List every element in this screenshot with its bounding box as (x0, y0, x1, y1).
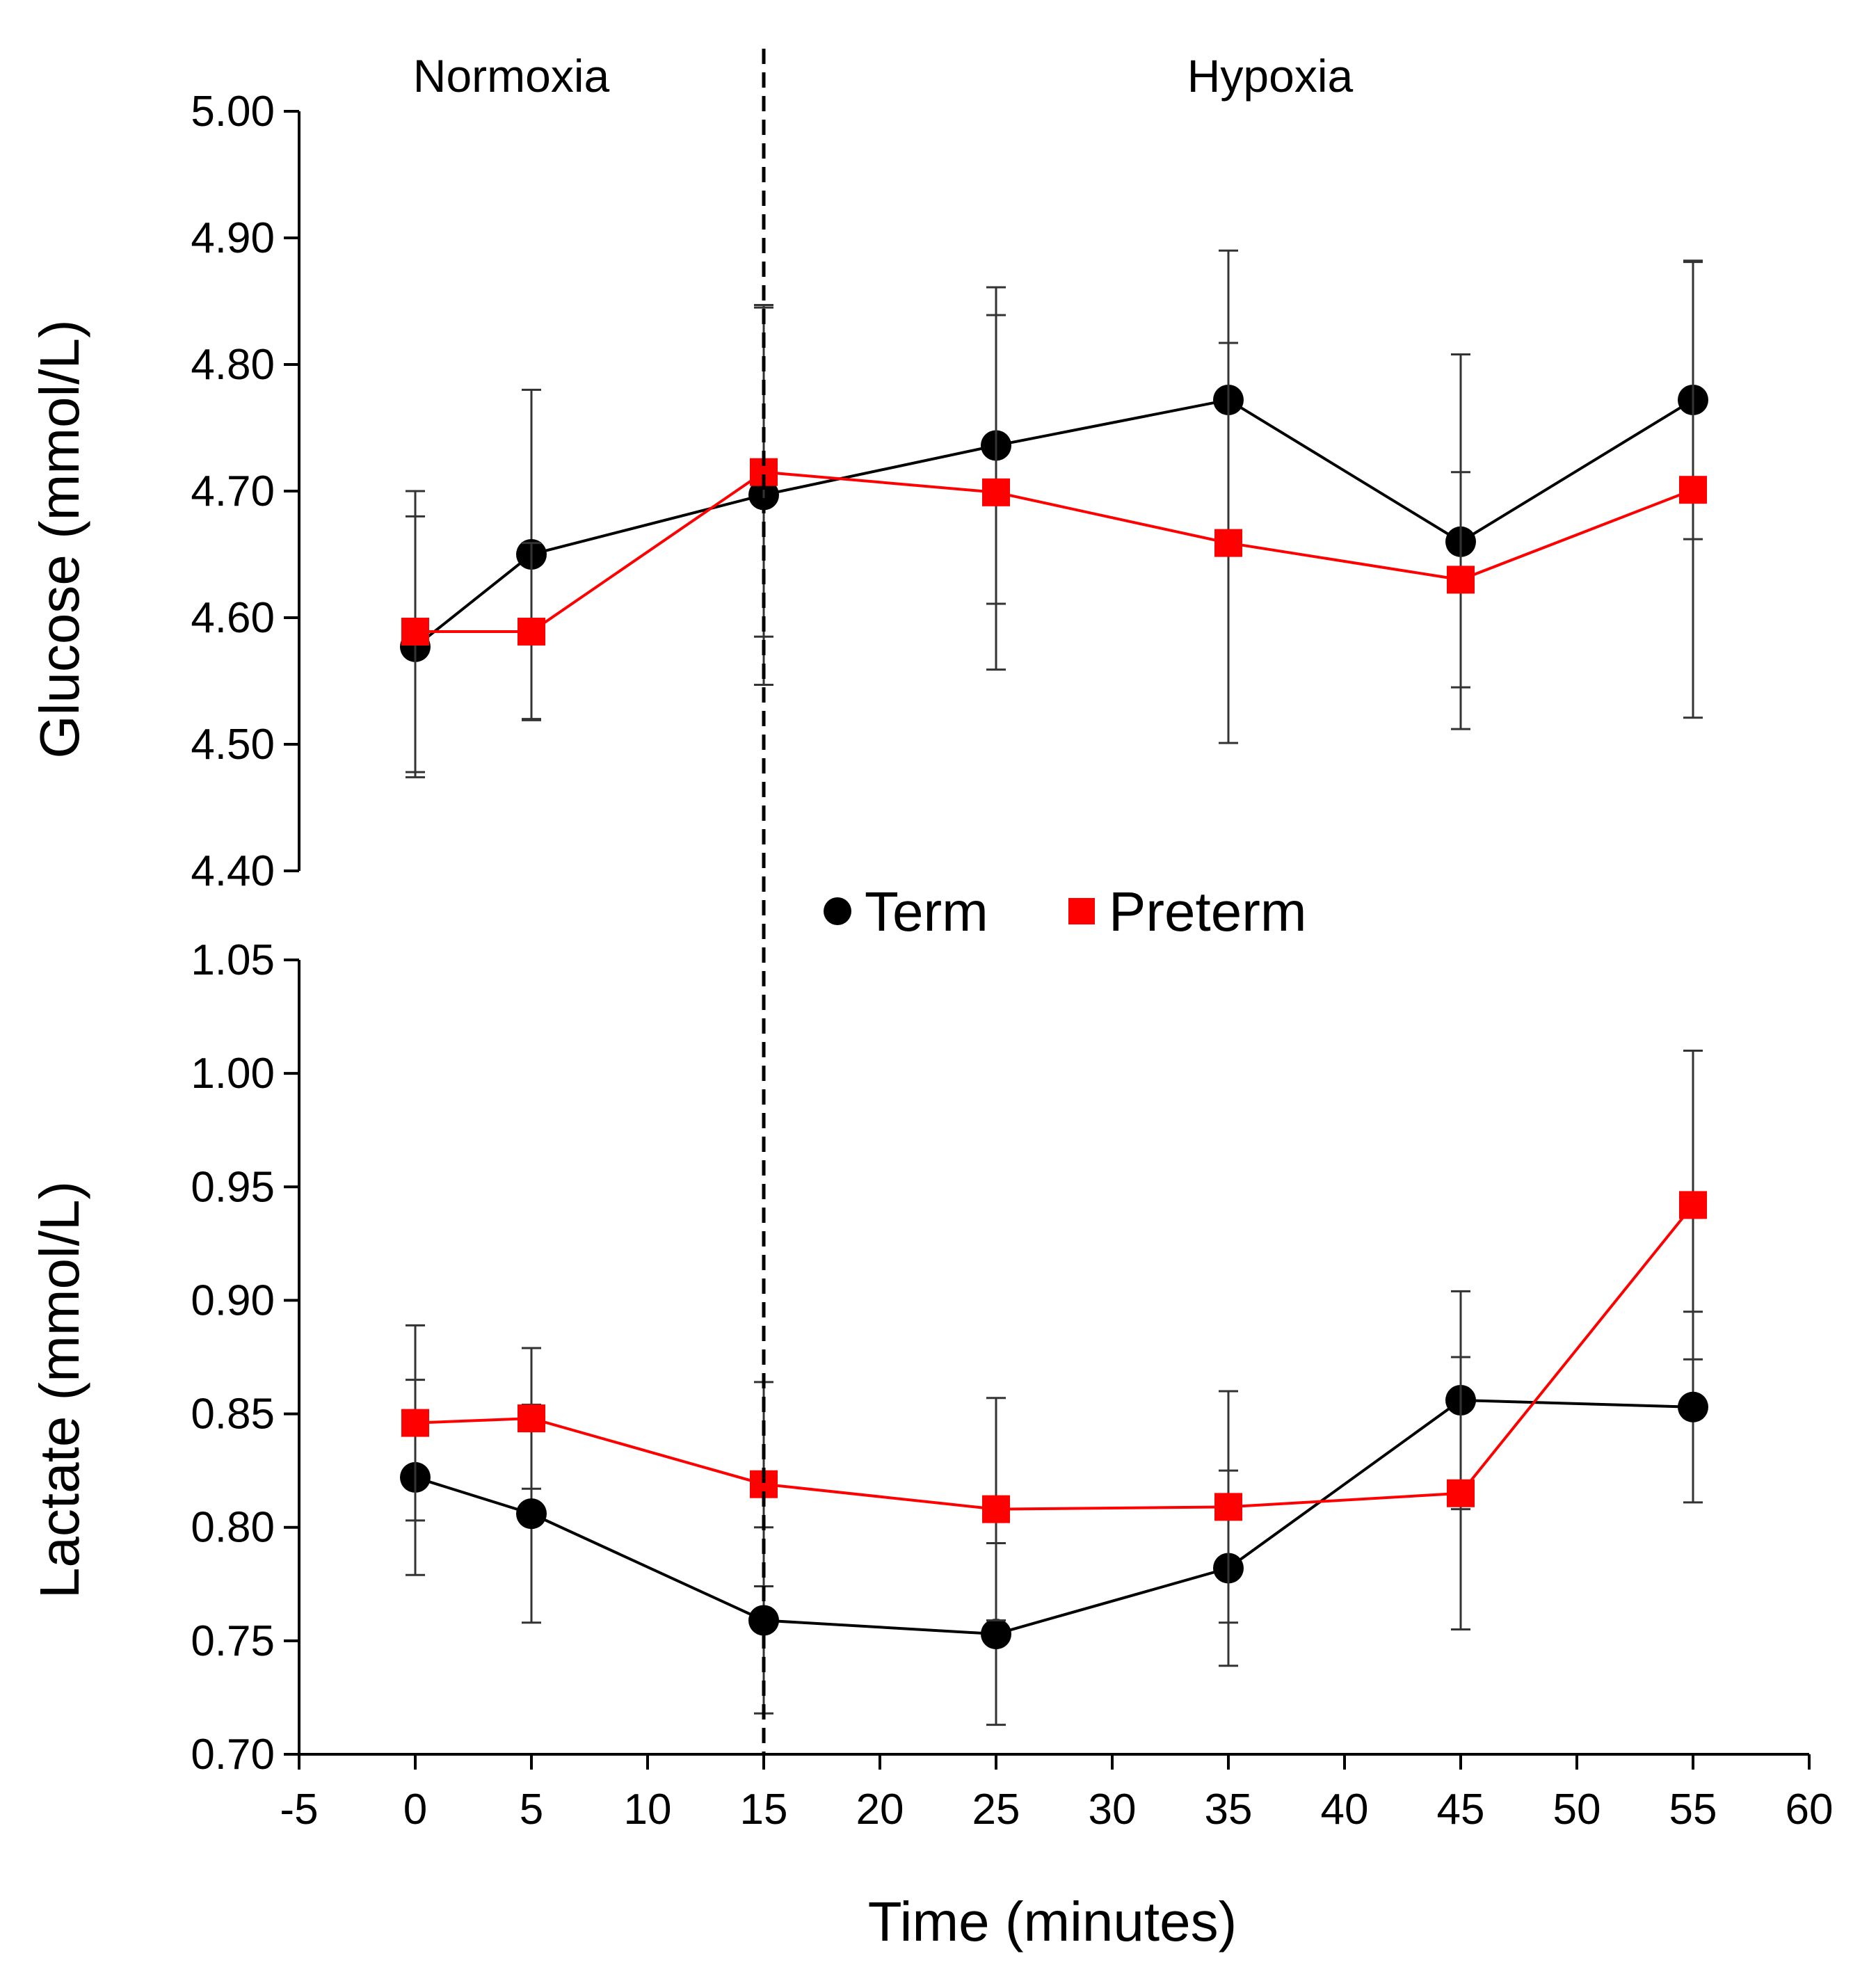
lactate-marks (400, 1050, 1708, 1726)
glucose-preterm-line (415, 470, 1694, 634)
glucose-term-line (414, 398, 1694, 648)
normoxia-label: Normoxia (413, 50, 610, 102)
lactate-y-tick-label: 0.70 (191, 1731, 275, 1779)
glucose-preterm-point (1679, 476, 1707, 504)
glucose-panel: 4.40 4.50 4.60 4.70 4.80 4.90 5.00 Glucose (mm… (29, 88, 1708, 895)
x-tick-label: 60 (1786, 1786, 1834, 1834)
lactate-preterm-point (1679, 1191, 1707, 1219)
x-tick-label: 45 (1437, 1786, 1485, 1834)
lactate-y-tick-label: 1.05 (191, 936, 275, 984)
x-tick-label: 15 (740, 1786, 788, 1834)
hypoxia-label: Hypoxia (1187, 50, 1354, 102)
lactate-preterm-point (1214, 1493, 1242, 1521)
legend-preterm-marker (1068, 898, 1095, 924)
legend-preterm-label: Preterm (1109, 881, 1307, 943)
x-tick-label: 5 (520, 1786, 543, 1834)
glucose-y-axis-title: Glucose (mmol/L) (29, 319, 90, 758)
lactate-y-tick-label: 0.80 (191, 1504, 275, 1552)
x-tick-label: 30 (1089, 1786, 1137, 1834)
lactate-axes: 0.70 0.75 0.80 0.85 0.90 0.95 1.00 1.05 -5 0 5 10 15… (191, 936, 1833, 1834)
glucose-preterm-point (982, 478, 1010, 506)
x-tick-label: 25 (972, 1786, 1020, 1834)
lactate-preterm-line (415, 1204, 1694, 1511)
x-axis-title: Time (minutes) (868, 1891, 1237, 1953)
legend: Term Preterm (824, 881, 1307, 943)
lactate-term-line (415, 1398, 1694, 1636)
glucose-y-tick-label: 4.60 (191, 594, 275, 642)
lactate-term-point (981, 1619, 1011, 1650)
glucose-y-tick-label: 4.50 (191, 721, 275, 769)
glucose-y-tick-label: 4.40 (191, 847, 275, 895)
lactate-y-tick-label: 0.90 (191, 1276, 275, 1324)
x-tick-label: 55 (1669, 1786, 1717, 1834)
lactate-preterm-point (1447, 1479, 1475, 1507)
glucose-y-tick-label: 4.90 (191, 214, 275, 262)
x-tick-label: 50 (1553, 1786, 1601, 1834)
glucose-preterm-point (1447, 566, 1475, 594)
lactate-panel: 0.70 0.75 0.80 0.85 0.90 0.95 1.00 1.05 -5 0 5 10 15… (29, 936, 1833, 1953)
x-tick-label: 40 (1321, 1786, 1369, 1834)
lactate-term-point (516, 1498, 547, 1530)
legend-term-marker (824, 897, 851, 925)
lactate-preterm-point (401, 1409, 429, 1437)
x-tick-label: 20 (856, 1786, 904, 1834)
glucose-axes: 4.40 4.50 4.60 4.70 4.80 4.90 5.00 (191, 88, 300, 895)
glucose-preterm-point (1214, 529, 1242, 557)
glucose-y-tick-label: 4.80 (191, 341, 275, 389)
lactate-preterm-point (518, 1404, 545, 1433)
glucose-preterm-point (518, 618, 545, 646)
legend-term-label: Term (865, 881, 988, 943)
lactate-y-tick-label: 0.75 (191, 1617, 275, 1665)
lactate-y-axis-title: Lactate (mmol/L) (29, 1181, 90, 1598)
lactate-preterm-point (982, 1495, 1010, 1523)
lactate-y-tick-label: 0.95 (191, 1163, 275, 1211)
lactate-y-tick-label: 1.00 (191, 1050, 275, 1098)
lactate-y-tick-label: 0.85 (191, 1390, 275, 1438)
glucose-y-tick-label: 5.00 (191, 88, 275, 136)
x-tick-label: 0 (403, 1786, 427, 1834)
x-tick-label: 10 (624, 1786, 672, 1834)
glucose-preterm-point (401, 618, 429, 646)
x-tick-label: 35 (1205, 1786, 1253, 1834)
x-tick-label: -5 (280, 1786, 318, 1834)
glucose-marks (400, 249, 1708, 778)
lactate-term-point (1678, 1391, 1708, 1422)
glucose-y-tick-label: 4.70 (191, 467, 275, 515)
